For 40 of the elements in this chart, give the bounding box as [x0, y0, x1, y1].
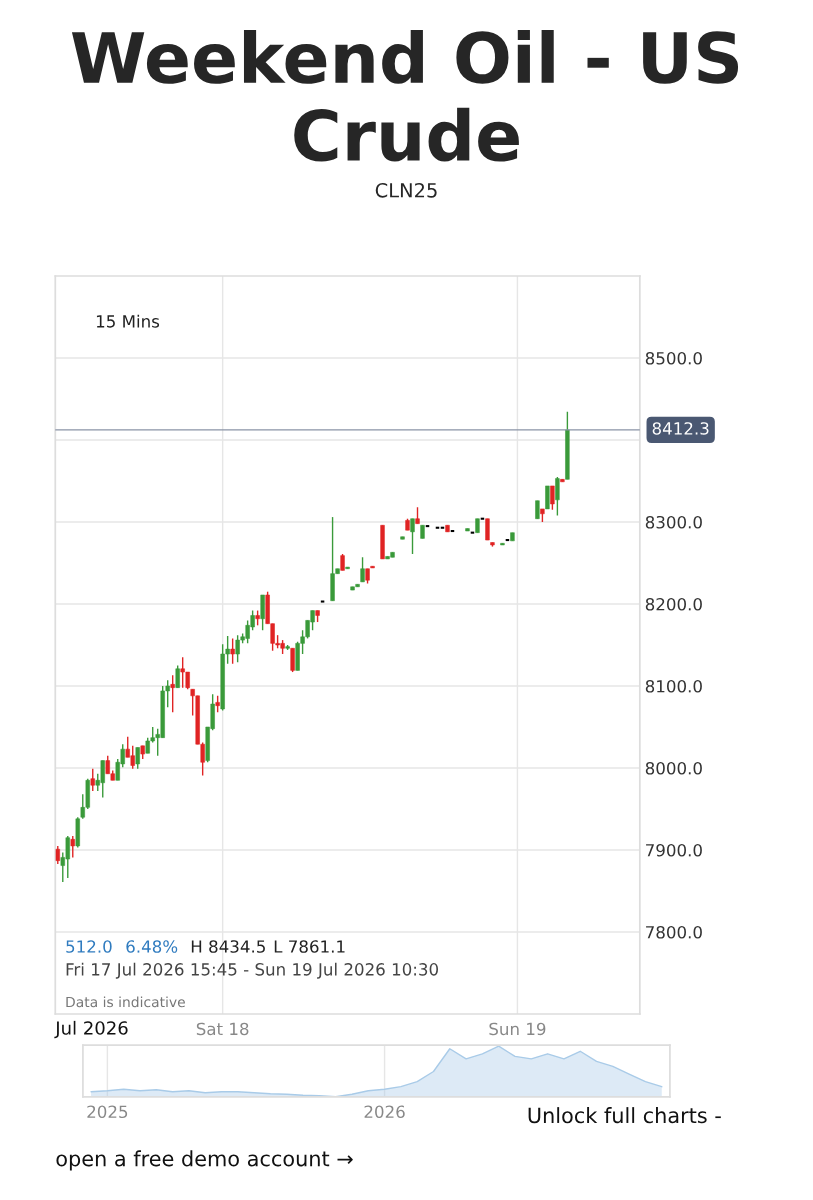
annotation: 512.0 [66, 940, 112, 953]
chart-subtitle: CLN25 [375, 182, 437, 198]
candlestick [555, 476, 560, 517]
candlestick [90, 768, 95, 792]
x-tick-label: 2026 [364, 1105, 405, 1119]
annotation: H 8434.5 [191, 940, 265, 953]
text: Unlock full charts - [528, 1107, 721, 1124]
text: Jul 2026 [54, 1020, 128, 1039]
candlestick [485, 518, 490, 541]
candlestick [230, 637, 235, 665]
candlestick [545, 485, 550, 510]
annotation: Fri 17 Jul 2026 15:45 - Sun 19 Jul 2026 10:30 [66, 962, 439, 979]
candlestick [550, 485, 555, 511]
y-tick-label: 8000.0 [645, 761, 702, 775]
candlestick [135, 746, 140, 770]
candlestick [290, 647, 295, 673]
candlestick [175, 664, 180, 689]
candlestick [260, 594, 265, 631]
text: open a free demo account → [56, 1150, 353, 1171]
annotation: L 7861.1 [274, 940, 345, 953]
annotation: Data is indicative [66, 996, 185, 1008]
annotation: 15 Mins [96, 314, 160, 328]
y-tick-label: 8100.0 [645, 679, 702, 693]
ref-line-label: 8412.3 [652, 422, 709, 435]
candlestick [535, 499, 540, 520]
y-tick-label: 7900.0 [646, 843, 702, 857]
x-tick-label: Sat 18 [196, 1022, 249, 1036]
candlestick [70, 835, 75, 859]
annotation: 6.48% [126, 940, 178, 953]
x-tick-label: 2025 [87, 1105, 128, 1119]
y-tick-label: 8200.0 [645, 597, 702, 611]
candlestick [410, 518, 415, 555]
candlestick [55, 845, 60, 865]
candlestick [170, 674, 175, 713]
y-tick-label: 8300.0 [645, 515, 702, 529]
y-tick-label: 7800.0 [646, 925, 702, 939]
candlestick [360, 556, 365, 583]
x-tick-label: Sun 19 [489, 1022, 546, 1036]
chart-title: Weekend Oil - US Crude [71, 30, 739, 162]
y-tick-label: 8500.0 [645, 351, 702, 365]
